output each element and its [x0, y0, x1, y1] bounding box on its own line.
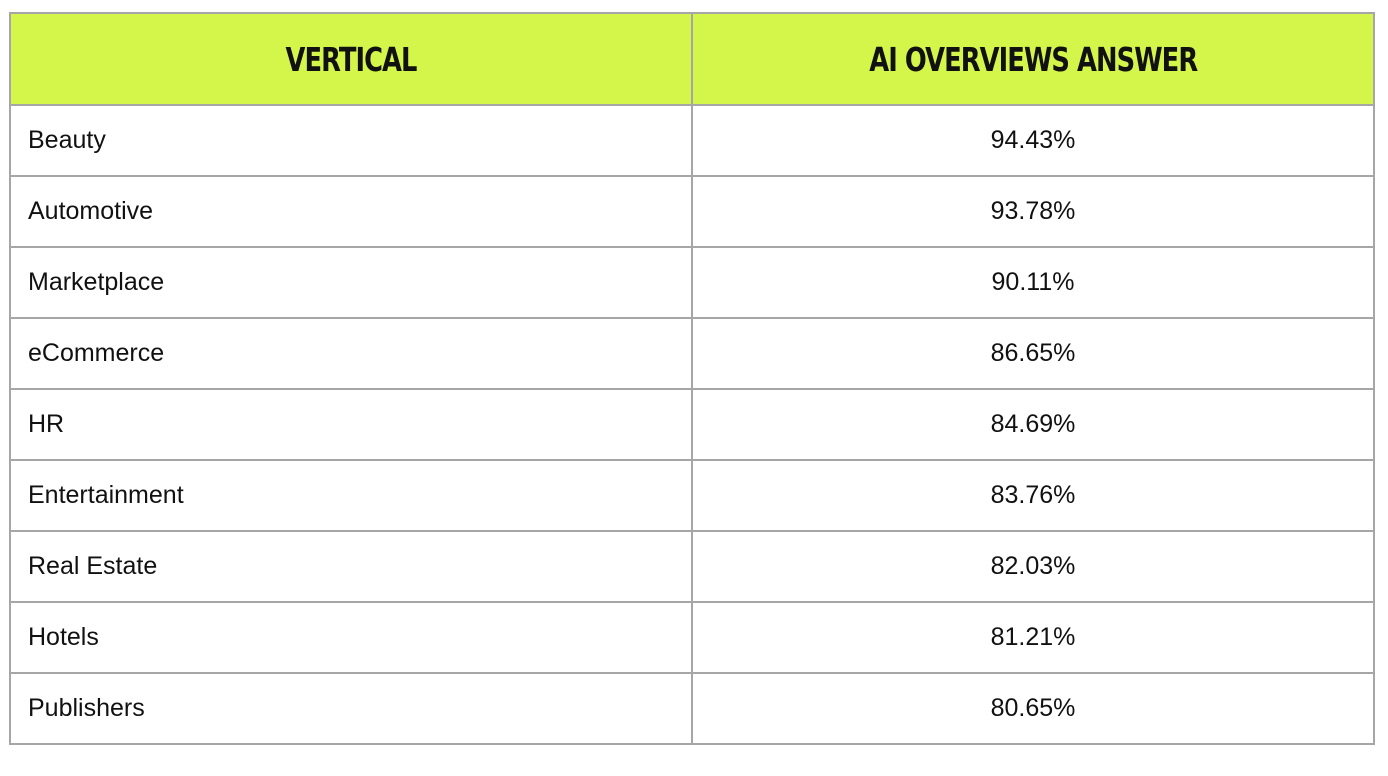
answer-cell: 81.21%	[692, 602, 1374, 673]
table-row: Hotels 81.21%	[10, 602, 1374, 673]
header-row: VERTICAL AI OVERVIEWS ANSWER	[10, 13, 1374, 105]
vertical-cell: Marketplace	[10, 247, 692, 318]
answer-cell: 93.78%	[692, 176, 1374, 247]
vertical-cell: Publishers	[10, 673, 692, 744]
table-row: eCommerce 86.65%	[10, 318, 1374, 389]
answer-cell: 83.76%	[692, 460, 1374, 531]
table-row: Real Estate 82.03%	[10, 531, 1374, 602]
answer-cell: 86.65%	[692, 318, 1374, 389]
table-row: Publishers 80.65%	[10, 673, 1374, 744]
table-header: VERTICAL AI OVERVIEWS ANSWER	[10, 13, 1374, 105]
vertical-cell: HR	[10, 389, 692, 460]
vertical-answer-table: VERTICAL AI OVERVIEWS ANSWER Beauty 94.4…	[9, 12, 1375, 745]
header-ai-overviews-answer: AI OVERVIEWS ANSWER	[692, 13, 1374, 105]
vertical-cell: Real Estate	[10, 531, 692, 602]
vertical-cell: Entertainment	[10, 460, 692, 531]
header-vertical-label: VERTICAL	[285, 40, 416, 79]
header-answer-label: AI OVERVIEWS ANSWER	[869, 40, 1197, 79]
vertical-cell: Hotels	[10, 602, 692, 673]
vertical-cell: Beauty	[10, 105, 692, 176]
answer-cell: 82.03%	[692, 531, 1374, 602]
table-row: Marketplace 90.11%	[10, 247, 1374, 318]
vertical-cell: Automotive	[10, 176, 692, 247]
answer-cell: 80.65%	[692, 673, 1374, 744]
table-row: Beauty 94.43%	[10, 105, 1374, 176]
answer-cell: 90.11%	[692, 247, 1374, 318]
table-body: Beauty 94.43% Automotive 93.78% Marketpl…	[10, 105, 1374, 744]
table-row: HR 84.69%	[10, 389, 1374, 460]
header-vertical: VERTICAL	[10, 13, 692, 105]
table-row: Automotive 93.78%	[10, 176, 1374, 247]
table-row: Entertainment 83.76%	[10, 460, 1374, 531]
vertical-cell: eCommerce	[10, 318, 692, 389]
answer-cell: 94.43%	[692, 105, 1374, 176]
answer-cell: 84.69%	[692, 389, 1374, 460]
